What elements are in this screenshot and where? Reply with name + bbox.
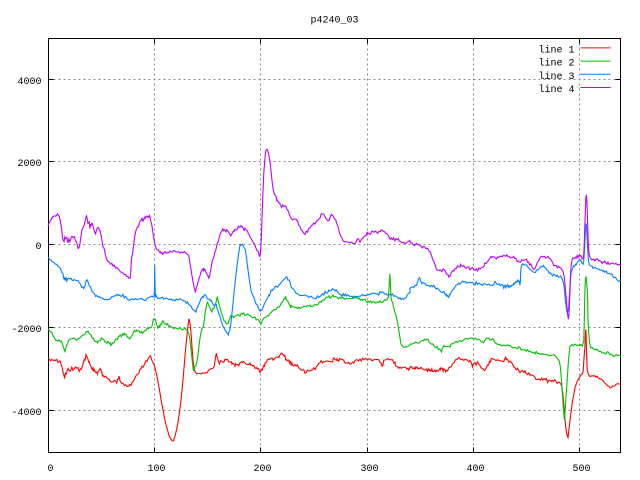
svg-text:line 1: line 1 bbox=[538, 44, 574, 56]
svg-text:4000: 4000 bbox=[17, 77, 41, 88]
svg-text:line 3: line 3 bbox=[538, 71, 574, 83]
svg-text:400: 400 bbox=[466, 464, 484, 475]
svg-text:0: 0 bbox=[35, 242, 41, 253]
svg-text:line 4: line 4 bbox=[538, 84, 574, 96]
svg-text:2000: 2000 bbox=[17, 159, 41, 170]
svg-text:0: 0 bbox=[47, 464, 53, 475]
svg-text:200: 200 bbox=[253, 464, 271, 475]
svg-text:p4240_03: p4240_03 bbox=[310, 16, 358, 27]
svg-text:-4000: -4000 bbox=[11, 408, 41, 419]
svg-text:300: 300 bbox=[360, 464, 378, 475]
svg-text:100: 100 bbox=[147, 464, 165, 475]
svg-text:line 2: line 2 bbox=[538, 58, 574, 70]
svg-text:-2000: -2000 bbox=[11, 325, 41, 336]
svg-text:500: 500 bbox=[572, 464, 590, 475]
